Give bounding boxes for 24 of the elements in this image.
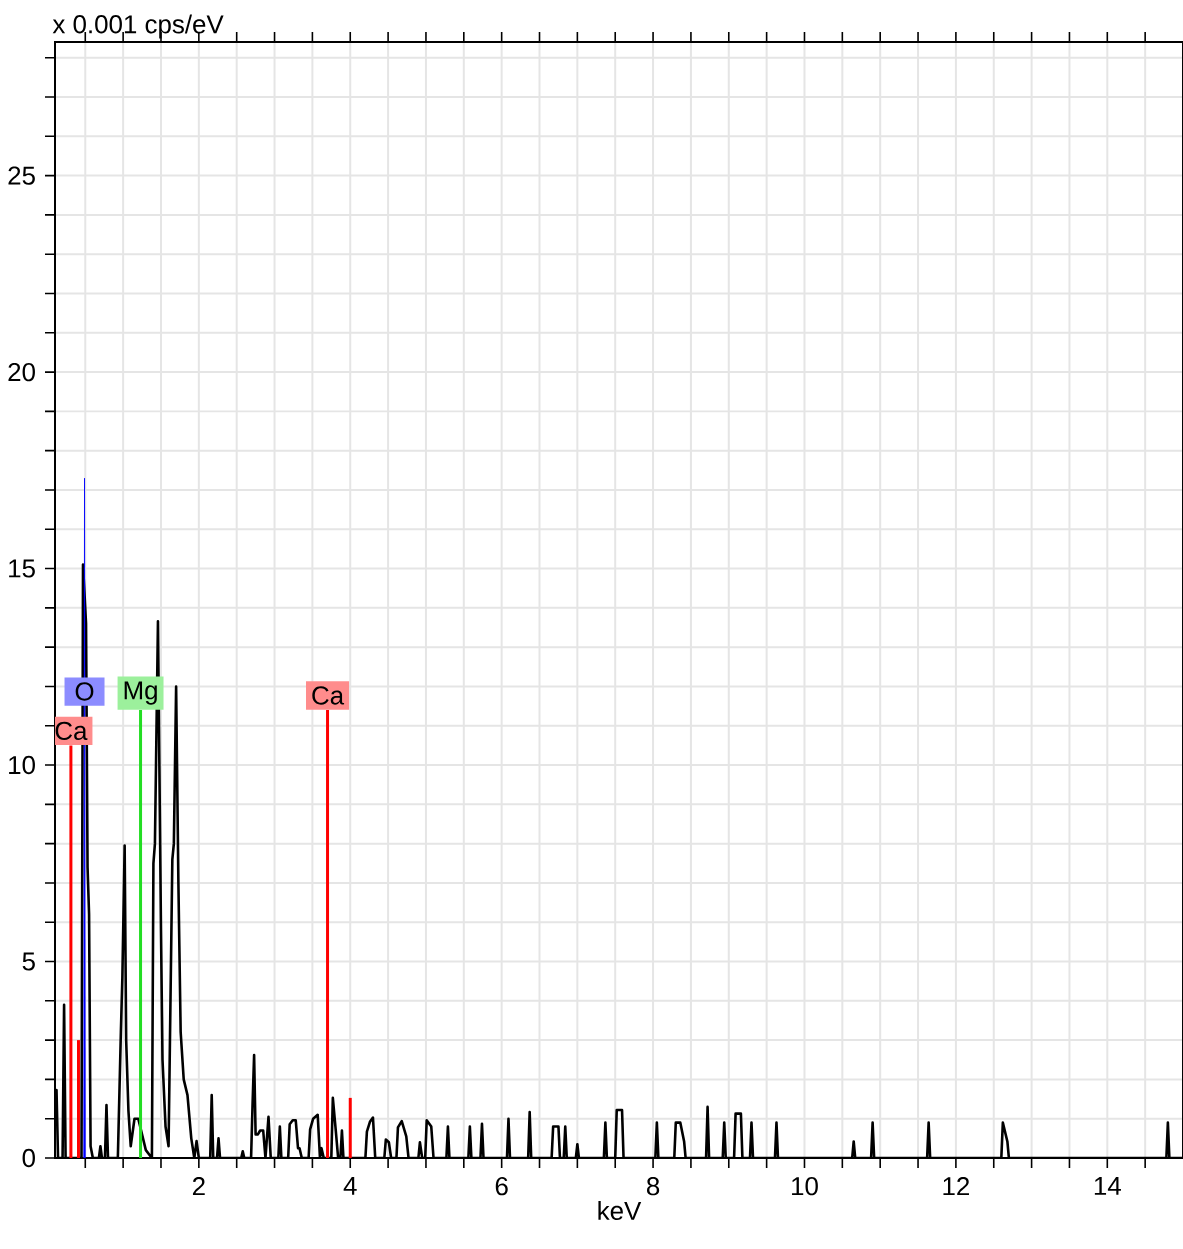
x-tick-label: 6 [495,1177,508,1196]
x-tick-label: 10 [792,1177,818,1196]
bar [326,710,330,1158]
y-tick-label: 10 [9,755,35,775]
y-tick-label: 0 [22,1148,35,1168]
x-tick-label: 2 [192,1177,205,1196]
y-tick-label: 25 [8,166,35,185]
y-tick-label: 20 [8,362,35,382]
annotation: O [75,682,94,701]
y-tick-label: 5 [22,952,35,971]
bar [76,1040,80,1158]
annotation: Ca [312,686,345,705]
x-tick-label: 4 [343,1177,357,1195]
y-tick-label: 15 [9,559,35,578]
x-tick-label: 8 [646,1177,660,1196]
annotation: Ca [55,721,88,741]
x-tick-label: 14 [1094,1177,1121,1195]
y-axis-title: x 0.001 cps/eV [52,14,224,39]
x-axis-title: keV [598,1201,642,1221]
bar [139,710,143,1158]
bar [348,1097,352,1158]
bar [69,745,73,1158]
annotation: Mg [124,681,157,705]
x-tick-label: 12 [943,1177,969,1196]
